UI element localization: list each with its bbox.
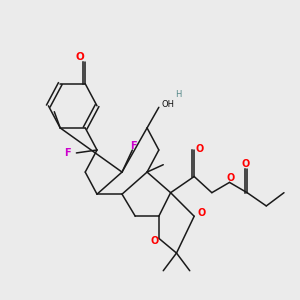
Text: OH: OH xyxy=(162,100,175,109)
Text: H: H xyxy=(175,90,181,99)
Text: F: F xyxy=(64,148,71,158)
Text: O: O xyxy=(227,173,235,183)
Text: O: O xyxy=(197,208,206,218)
Text: O: O xyxy=(76,52,84,62)
Text: O: O xyxy=(242,159,250,169)
Text: F: F xyxy=(130,141,137,151)
Text: O: O xyxy=(195,143,204,154)
Text: O: O xyxy=(150,236,158,246)
